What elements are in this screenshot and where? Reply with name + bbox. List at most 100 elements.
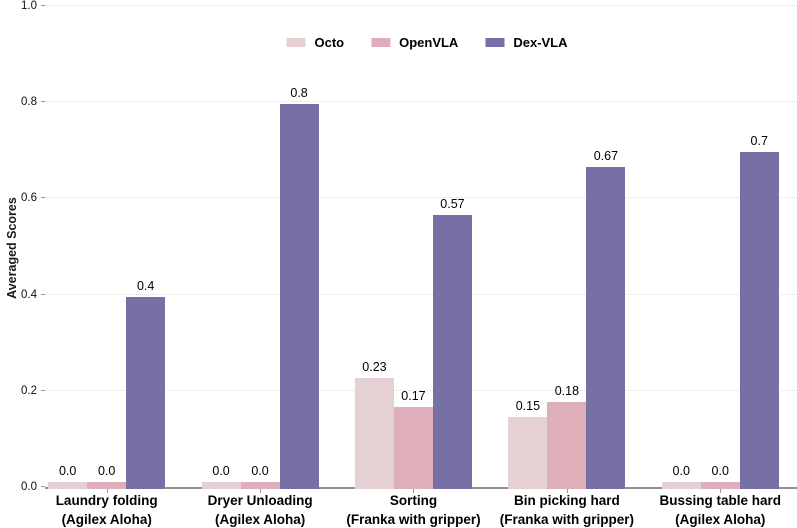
y-axis-tick bbox=[41, 101, 45, 102]
bar-wrap: 0.4 bbox=[126, 279, 166, 489]
bar-group: 0.0 0.0 0.8 bbox=[183, 86, 336, 489]
bar-wrap: 0.18 bbox=[547, 384, 587, 489]
y-tick-label: 0.0 bbox=[21, 481, 37, 493]
bar-wrap: 0.8 bbox=[279, 86, 319, 489]
bar-value-label: 0.15 bbox=[515, 399, 541, 413]
bar-octo bbox=[201, 482, 241, 489]
bar-wrap: 0.0 bbox=[201, 464, 241, 489]
category-label-line2: (Agilex Aloha) bbox=[214, 512, 306, 527]
bar-dex-vla bbox=[739, 152, 779, 489]
bar-dex-vla bbox=[126, 297, 166, 489]
bar-wrap: 0.0 bbox=[48, 464, 88, 489]
category-label-line1: Dryer Unloading bbox=[207, 493, 313, 508]
category-label: Dryer Unloading (Agilex Aloha) bbox=[183, 489, 336, 528]
bar-value-label: 0.4 bbox=[136, 279, 155, 293]
y-axis-tick bbox=[41, 197, 45, 198]
bar-value-label: 0.17 bbox=[401, 389, 426, 403]
bar-wrap: 0.23 bbox=[354, 360, 394, 489]
bar-value-label: 0.18 bbox=[554, 384, 580, 398]
bar-value-label: 0.0 bbox=[58, 464, 77, 478]
bar-value-label: 0.8 bbox=[290, 86, 308, 100]
category-label-line2: (Agilex Aloha) bbox=[61, 512, 152, 527]
bar-openvla bbox=[700, 482, 740, 489]
category-label-line1: Sorting bbox=[389, 493, 438, 508]
x-axis-tick bbox=[720, 489, 722, 493]
legend-label: OpenVLA bbox=[399, 35, 459, 50]
bar-group: 0.0 0.0 0.7 bbox=[644, 134, 797, 489]
bar-wrap: 0.0 bbox=[240, 464, 280, 489]
bar-value-label: 0.67 bbox=[593, 149, 619, 163]
bar-dex-vla bbox=[279, 104, 319, 489]
bar-group: 0.0 0.0 0.4 bbox=[30, 279, 183, 489]
category-label-line1: Laundry folding bbox=[55, 493, 158, 508]
bar-wrap: 0.7 bbox=[739, 134, 779, 489]
category-label-line2: (Franka with gripper) bbox=[346, 512, 481, 527]
y-axis-tick bbox=[41, 294, 45, 295]
bar-group: 0.15 0.18 0.67 bbox=[490, 149, 643, 489]
category-label: Sorting (Franka with gripper) bbox=[337, 489, 490, 528]
category-label-line1: Bussing table hard bbox=[659, 493, 782, 508]
y-axis-tick bbox=[41, 486, 45, 487]
bar-openvla bbox=[547, 402, 587, 489]
bar-value-label: 0.0 bbox=[711, 464, 729, 478]
y-tick-label: 0.8 bbox=[21, 96, 37, 108]
legend-item-openvla: OpenVLA bbox=[371, 35, 458, 50]
legend-swatch bbox=[371, 38, 391, 47]
category-label-line2: (Agilex Aloha) bbox=[675, 512, 766, 527]
y-tick-label: 0.6 bbox=[21, 192, 37, 204]
bar-value-label: 0.57 bbox=[440, 197, 465, 211]
x-axis-labels: Laundry folding (Agilex Aloha) Dryer Unloa… bbox=[30, 489, 797, 528]
bar-value-label: 0.0 bbox=[251, 464, 269, 478]
legend-item-octo: Octo bbox=[286, 35, 344, 50]
bar-octo bbox=[661, 482, 701, 489]
gridline bbox=[45, 5, 797, 6]
bar-wrap: 0.57 bbox=[432, 197, 472, 489]
bar-octo bbox=[508, 417, 548, 489]
bar-octo bbox=[48, 482, 88, 489]
bar-openvla bbox=[393, 407, 433, 489]
legend-swatch bbox=[286, 38, 306, 47]
legend-item-dex-vla: Dex-VLA bbox=[485, 35, 568, 50]
bar-octo bbox=[354, 378, 394, 489]
bar-value-label: 0.23 bbox=[362, 360, 387, 374]
bar-value-label: 0.0 bbox=[672, 464, 690, 478]
bar-wrap: 0.0 bbox=[661, 464, 701, 489]
bar-wrap: 0.67 bbox=[586, 149, 626, 489]
bar-openvla bbox=[87, 482, 127, 489]
x-axis-tick bbox=[260, 489, 262, 493]
bar-dex-vla bbox=[586, 167, 626, 489]
gridline bbox=[45, 197, 797, 198]
x-axis-tick bbox=[106, 489, 108, 493]
legend: Octo OpenVLA Dex-VLA bbox=[286, 35, 568, 50]
bar-value-label: 0.0 bbox=[97, 464, 116, 478]
y-axis-title: Averaged Scores bbox=[5, 197, 19, 299]
legend-label: Octo bbox=[314, 35, 345, 50]
category-label-line2: (Franka with gripper) bbox=[499, 512, 634, 527]
gridline bbox=[45, 294, 797, 295]
y-tick-label: 0.2 bbox=[21, 385, 37, 397]
category-label-line1: Bin picking hard bbox=[513, 493, 620, 508]
bar-wrap: 0.0 bbox=[87, 464, 127, 489]
bar-group: 0.23 0.17 0.57 bbox=[337, 197, 490, 489]
category-label: Bussing table hard (Agilex Aloha) bbox=[644, 489, 797, 528]
gridline bbox=[45, 101, 797, 102]
x-axis-tick bbox=[566, 489, 568, 493]
bar-value-label: 0.7 bbox=[750, 134, 768, 148]
bar-dex-vla bbox=[432, 215, 472, 489]
category-label: Bin picking hard (Franka with gripper) bbox=[490, 489, 643, 528]
gridline bbox=[45, 390, 797, 391]
bar-openvla bbox=[240, 482, 280, 489]
bar-wrap: 0.0 bbox=[700, 464, 740, 489]
x-axis-tick bbox=[413, 489, 415, 493]
y-axis-tick bbox=[41, 390, 45, 391]
y-tick-label: 1.0 bbox=[21, 0, 37, 12]
bar-value-label: 0.0 bbox=[212, 464, 230, 478]
legend-swatch bbox=[485, 38, 505, 47]
bar-wrap: 0.15 bbox=[508, 399, 548, 489]
bar-groups: 0.0 0.0 0.4 0.0 0.0 0.8 0.23 0.17 0.57 0.15 0.18 0.… bbox=[30, 0, 797, 489]
y-tick-label: 0.4 bbox=[21, 289, 37, 301]
y-axis-tick bbox=[41, 5, 45, 6]
bar-wrap: 0.17 bbox=[393, 389, 433, 489]
legend-label: Dex-VLA bbox=[513, 35, 568, 50]
